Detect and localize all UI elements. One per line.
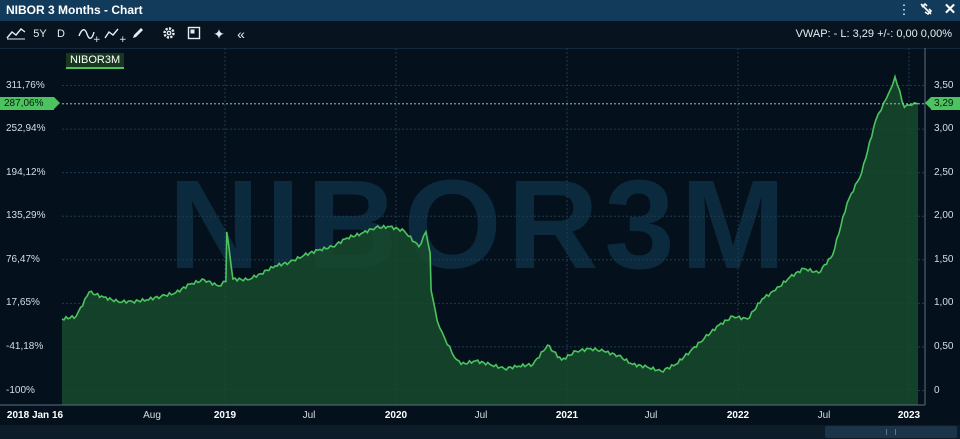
more-vertical-icon[interactable]: ⋮ — [897, 2, 911, 17]
crosshair-icon[interactable]: ✦ — [213, 26, 225, 42]
y-axis-right-tick: 0,50 — [934, 340, 954, 352]
range-5y-button[interactable]: 5Y — [33, 28, 47, 40]
y-axis-right-tick: 2,00 — [934, 210, 954, 222]
chart-type-icon[interactable] — [6, 26, 26, 43]
chart-area[interactable]: NIBOR3M NIBOR3M 311,76% 252,94% 194,12% 135… — [0, 48, 960, 439]
y-axis-right-tick: 0 — [934, 384, 940, 396]
window-title: NIBOR 3 Months - Chart — [6, 3, 143, 17]
collapse-left-icon[interactable]: « — [237, 26, 245, 42]
svg-text:+: + — [93, 35, 100, 42]
add-study-icon[interactable]: + — [104, 26, 127, 45]
chart-toolbar: 5Y D + + ✦ « VWAP: - L: 3,29 +/-: 0,00 0… — [0, 21, 960, 49]
y-axis-left-tick: -100% — [6, 384, 35, 396]
scrollbar-grip-icon — [886, 429, 896, 435]
unlink-icon[interactable] — [918, 2, 934, 18]
vwap-readout: VWAP: - L: 3,29 +/-: 0,00 0,00% — [795, 28, 952, 40]
time-scrollbar[interactable] — [0, 425, 960, 439]
layout-icon[interactable] — [186, 26, 202, 43]
x-axis-label: Jul — [302, 410, 316, 421]
y-axis-left-tick: -41,18% — [6, 340, 44, 352]
x-axis-label: 2021 — [555, 410, 579, 421]
window-title-bar: NIBOR 3 Months - Chart ⋮ ✕ — [0, 0, 960, 21]
y-axis-left-tick: 135,29% — [6, 210, 46, 222]
x-axis-label: Jul — [817, 410, 831, 421]
settings-gear-icon[interactable] — [161, 26, 177, 43]
draw-pencil-icon[interactable] — [130, 26, 146, 43]
price-chart[interactable] — [0, 48, 960, 439]
y-axis-right-tick: 1,50 — [934, 253, 954, 265]
x-axis-label: 2019 — [213, 410, 237, 421]
y-axis-right-tick: 3,50 — [934, 79, 954, 91]
series-line — [61, 73, 919, 373]
x-axis-label: 2022 — [726, 410, 750, 421]
interval-day-button[interactable]: D — [57, 28, 65, 40]
add-indicator-icon[interactable]: + — [78, 26, 101, 45]
series-area-fill — [62, 76, 918, 406]
x-axis-label: Jul — [644, 410, 658, 421]
current-pct-marker: 287,06% — [0, 97, 60, 111]
svg-text:+: + — [119, 35, 126, 42]
x-axis-label: 2023 — [897, 410, 921, 421]
scrollbar-thumb[interactable] — [825, 426, 957, 438]
y-axis-right-tick: 1,00 — [934, 297, 954, 309]
close-icon[interactable]: ✕ — [943, 1, 957, 18]
y-axis-left-tick: 194,12% — [6, 166, 46, 178]
y-axis-right-tick: 2,50 — [934, 166, 954, 178]
x-axis-label: 2020 — [384, 410, 408, 421]
y-axis-right-tick: 3,00 — [934, 123, 954, 135]
y-axis-left-tick: 252,94% — [6, 123, 46, 135]
y-axis-left-tick: 76,47% — [6, 253, 40, 265]
series-legend-tag[interactable]: NIBOR3M — [66, 53, 125, 69]
y-axis-left-tick: 311,76% — [6, 79, 45, 91]
x-axis-label: Jul — [474, 410, 488, 421]
x-axis-label: 2018 Jan 16 — [6, 410, 64, 421]
y-axis-left-tick: 17,65% — [6, 297, 40, 309]
x-axis-label: Aug — [143, 410, 161, 421]
current-value-marker: 3,29 — [925, 97, 960, 111]
